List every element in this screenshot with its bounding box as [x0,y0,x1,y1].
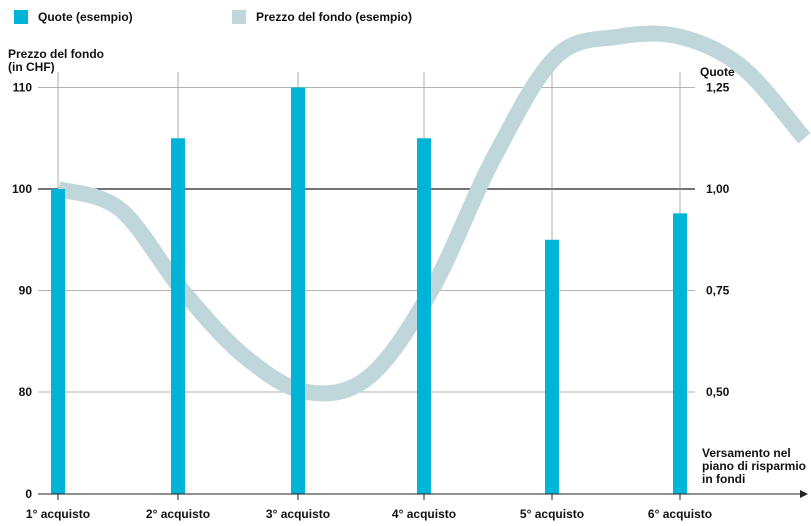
x-tick-label: 3° acquisto [266,507,330,521]
x-tick-label: 4° acquisto [392,507,456,521]
y-right-tick-label: 1,25 [706,81,730,95]
bar [171,138,185,494]
bar [417,138,431,494]
bar [545,239,559,494]
x-tick-label: 2° acquisto [146,507,210,521]
x-axis-title-line: Versamento nel [702,446,791,460]
x-tick-label: 6° acquisto [648,507,712,521]
bar [51,189,65,494]
legend-item-quote: Quote (esempio) [14,10,133,24]
y-axis-left-title-line: (in CHF) [8,60,55,74]
x-tick-label: 1° acquisto [26,507,90,521]
y-left-tick-label: 80 [19,385,33,399]
legend-item-prezzo: Prezzo del fondo (esempio) [232,10,412,24]
y-left-tick-label: 100 [12,182,32,196]
bar [673,213,687,495]
legend-swatch-prezzo [232,10,246,24]
x-axis-title-line: piano di risparmio [702,459,807,473]
y-right-tick-label: 0,50 [706,385,730,399]
x-axis-arrow [800,490,808,498]
x-axis-title: Versamento nel piano di risparmio in fon… [702,447,810,486]
y-right-tick-label: 1,00 [706,182,730,196]
bar [291,87,305,494]
y-left-tick-label: 0 [25,487,32,501]
y-left-tick-label: 110 [13,81,33,95]
y-axis-left-title: Prezzo del fondo (in CHF) [8,48,128,74]
y-axis-left-title-line: Prezzo del fondo [8,47,104,61]
x-tick-label: 5° acquisto [520,507,584,521]
y-left-tick-label: 90 [19,284,33,298]
legend-label-prezzo: Prezzo del fondo (esempio) [256,10,413,24]
legend-swatch-quote [14,10,28,24]
x-axis-title-line: in fondi [702,472,746,486]
legend-label-quote: Quote (esempio) [38,10,133,24]
y-right-tick-label: 0,75 [706,284,730,298]
y-axis-right-title: Quote [700,65,735,79]
